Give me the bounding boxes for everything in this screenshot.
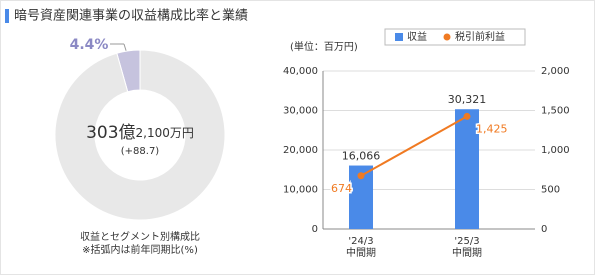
x-tick-label: 中間期 <box>452 246 482 259</box>
title-marker <box>5 9 9 23</box>
x-tick-label: '25/3 <box>454 236 479 247</box>
legend-swatch <box>443 33 451 41</box>
donut-segment <box>54 49 226 221</box>
note: ※括弧内は前年同期比(%) <box>82 243 198 256</box>
y2-tick-label: 500 <box>541 185 560 196</box>
center-change: (+88.7) <box>121 146 160 157</box>
line-point <box>463 112 471 120</box>
bar <box>455 109 479 229</box>
y2-tick-label: 1,000 <box>541 145 570 156</box>
center-value: 303億2,100万円 <box>86 123 194 143</box>
unit-label: (単位：百万円) <box>290 40 358 53</box>
legend-label: 税引前利益 <box>455 30 505 43</box>
center-value-large: 303億 <box>86 123 135 143</box>
y2-tick-label: 1,500 <box>541 106 570 117</box>
segment-label: 4.4% <box>70 37 109 53</box>
title: 暗号資産関連事業の収益構成比率と業績 <box>14 8 248 24</box>
bar-value-label: 30,321 <box>448 93 487 106</box>
legend-swatch <box>395 33 403 41</box>
x-tick-label: '24/3 <box>348 236 373 247</box>
y-tick-label: 30,000 <box>283 106 318 117</box>
y-tick-label: 0 <box>312 224 318 235</box>
line <box>360 115 468 177</box>
y2-tick-label: 0 <box>541 224 547 235</box>
y-tick-label: 20,000 <box>283 145 318 156</box>
center-value-small: 2,100万円 <box>136 126 194 140</box>
legend-box <box>384 28 526 46</box>
line-point <box>357 172 365 180</box>
line-value-label: 674 <box>331 182 352 195</box>
caption: 収益とセグメント別構成比 <box>80 230 200 243</box>
y-tick-label: 10,000 <box>283 185 318 196</box>
bar-value-label: 16,066 <box>342 150 381 163</box>
line-value-label: 1,425 <box>476 122 508 135</box>
y-tick-label: 40,000 <box>283 66 318 77</box>
legend-label: 収益 <box>407 30 427 43</box>
x-tick-label: 中間期 <box>346 246 376 259</box>
y2-tick-label: 2,000 <box>541 66 570 77</box>
